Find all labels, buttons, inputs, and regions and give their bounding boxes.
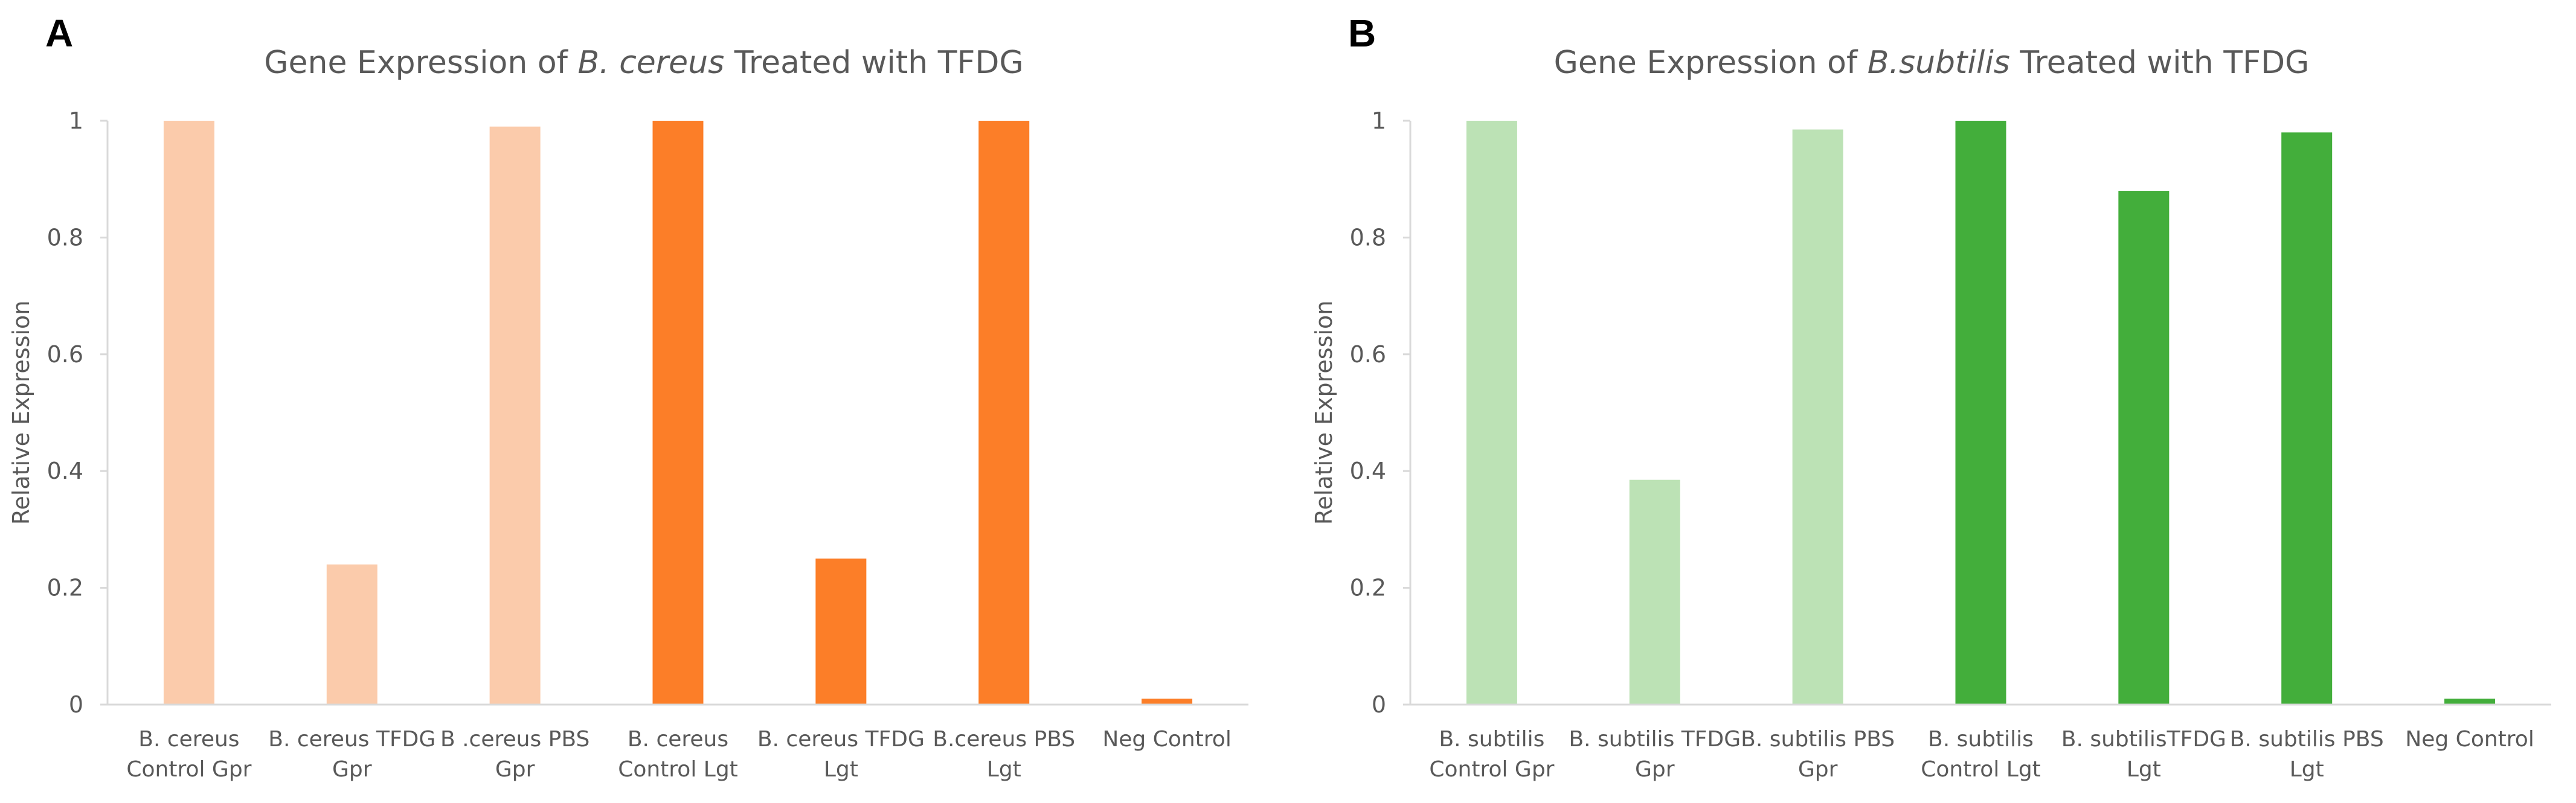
bar xyxy=(1792,129,1843,705)
x-category-label: B. subtilis PBS xyxy=(2230,727,2384,752)
chart-title-suffix: Treated with TFDG xyxy=(724,45,1024,81)
x-category-label: B. subtilis TFDG xyxy=(1569,727,1741,752)
panel-label: B xyxy=(1348,11,1376,55)
x-category-label: B. cereus xyxy=(628,727,728,752)
chart-title-prefix: Gene Expression of xyxy=(264,45,578,81)
bar-chart-plot: 0 0.2 0.4 0.6 0.8 1 Relative Expression B. subt… xyxy=(1311,107,2551,782)
bar xyxy=(2118,191,2170,705)
y-tick-label: 1 xyxy=(69,107,83,134)
x-category-label: Gpr xyxy=(332,757,372,782)
chart-title-suffix: Treated with TFDG xyxy=(2009,45,2310,81)
bar xyxy=(652,121,704,705)
bar xyxy=(489,126,541,705)
x-category-label: Lgt xyxy=(987,757,1021,782)
y-tick-label: 0.8 xyxy=(1350,224,1386,251)
bar xyxy=(1955,121,2006,705)
bar xyxy=(978,121,1030,705)
x-category-label: B. subtilis xyxy=(1439,727,1544,752)
x-category-label: Control Lgt xyxy=(618,757,738,782)
bar-chart-plot: 0 0.2 0.4 0.6 0.8 1 Relative Expression B. cere… xyxy=(8,107,1248,782)
bar xyxy=(1629,479,1680,705)
bar xyxy=(326,564,377,705)
x-category-label: Control Lgt xyxy=(1921,757,2041,782)
x-category-label: Control Gpr xyxy=(1429,757,1554,782)
y-tick-label: 0.8 xyxy=(47,224,83,251)
x-category-label: B. cereus xyxy=(138,727,239,752)
chart-title: Gene Expression of B.subtilis Treated wi… xyxy=(1288,45,2575,81)
x-category-label: Lgt xyxy=(2127,757,2161,782)
y-tick-label: 0 xyxy=(69,691,83,718)
bar xyxy=(815,558,867,705)
x-category-label: Neg Control xyxy=(2405,727,2534,752)
x-category-label: Gpr xyxy=(1635,757,1675,782)
y-tick-label: 0.6 xyxy=(47,341,83,368)
bar xyxy=(1142,699,1193,705)
chart-panel-b: B Gene Expression of B.subtilis Treated … xyxy=(1288,0,2575,803)
x-category-label: B. cereus TFDG xyxy=(268,727,435,752)
y-tick-label: 0 xyxy=(1372,691,1386,718)
y-tick-label: 0.4 xyxy=(47,458,83,484)
x-category-label: B.cereus PBS xyxy=(933,727,1075,752)
bar xyxy=(2281,132,2333,705)
x-category-label: Lgt xyxy=(2290,757,2324,782)
x-category-label: Lgt xyxy=(824,757,858,782)
y-tick-label: 0.6 xyxy=(1350,341,1386,368)
chart-panel-a: A Gene Expression of B. cereus Treated w… xyxy=(0,11,1288,782)
x-category-label: Gpr xyxy=(495,757,535,782)
y-tick-label: 1 xyxy=(1372,107,1386,134)
y-axis-title: Relative Expression xyxy=(1311,301,1337,525)
panel-label: A xyxy=(45,11,74,55)
chart-title-species: B. cereus xyxy=(577,45,725,81)
x-category-label: Neg Control xyxy=(1102,727,1232,752)
chart-title-species: B.subtilis xyxy=(1867,45,2010,81)
x-category-label: B. subtilis xyxy=(1928,727,2034,752)
y-tick-label: 0.2 xyxy=(47,575,83,601)
y-axis-title: Relative Expression xyxy=(8,301,34,525)
chart-title-prefix: Gene Expression of xyxy=(1553,45,1868,81)
bar xyxy=(2444,699,2496,705)
bar xyxy=(163,121,214,705)
x-category-label: B. cereus TFDG xyxy=(757,727,925,752)
x-category-label: B. subtilis PBS xyxy=(1741,727,1895,752)
y-tick-label: 0.2 xyxy=(1350,575,1386,601)
chart-title: Gene Expression of B. cereus Treated wit… xyxy=(0,45,1288,81)
x-category-label: B. subtilisTFDG xyxy=(2061,727,2226,752)
x-category-label: Gpr xyxy=(1798,757,1838,782)
bar xyxy=(1466,121,1517,705)
x-category-label: B .cereus PBS xyxy=(440,727,589,752)
x-category-label: Control Gpr xyxy=(126,757,251,782)
y-tick-label: 0.4 xyxy=(1350,458,1386,484)
